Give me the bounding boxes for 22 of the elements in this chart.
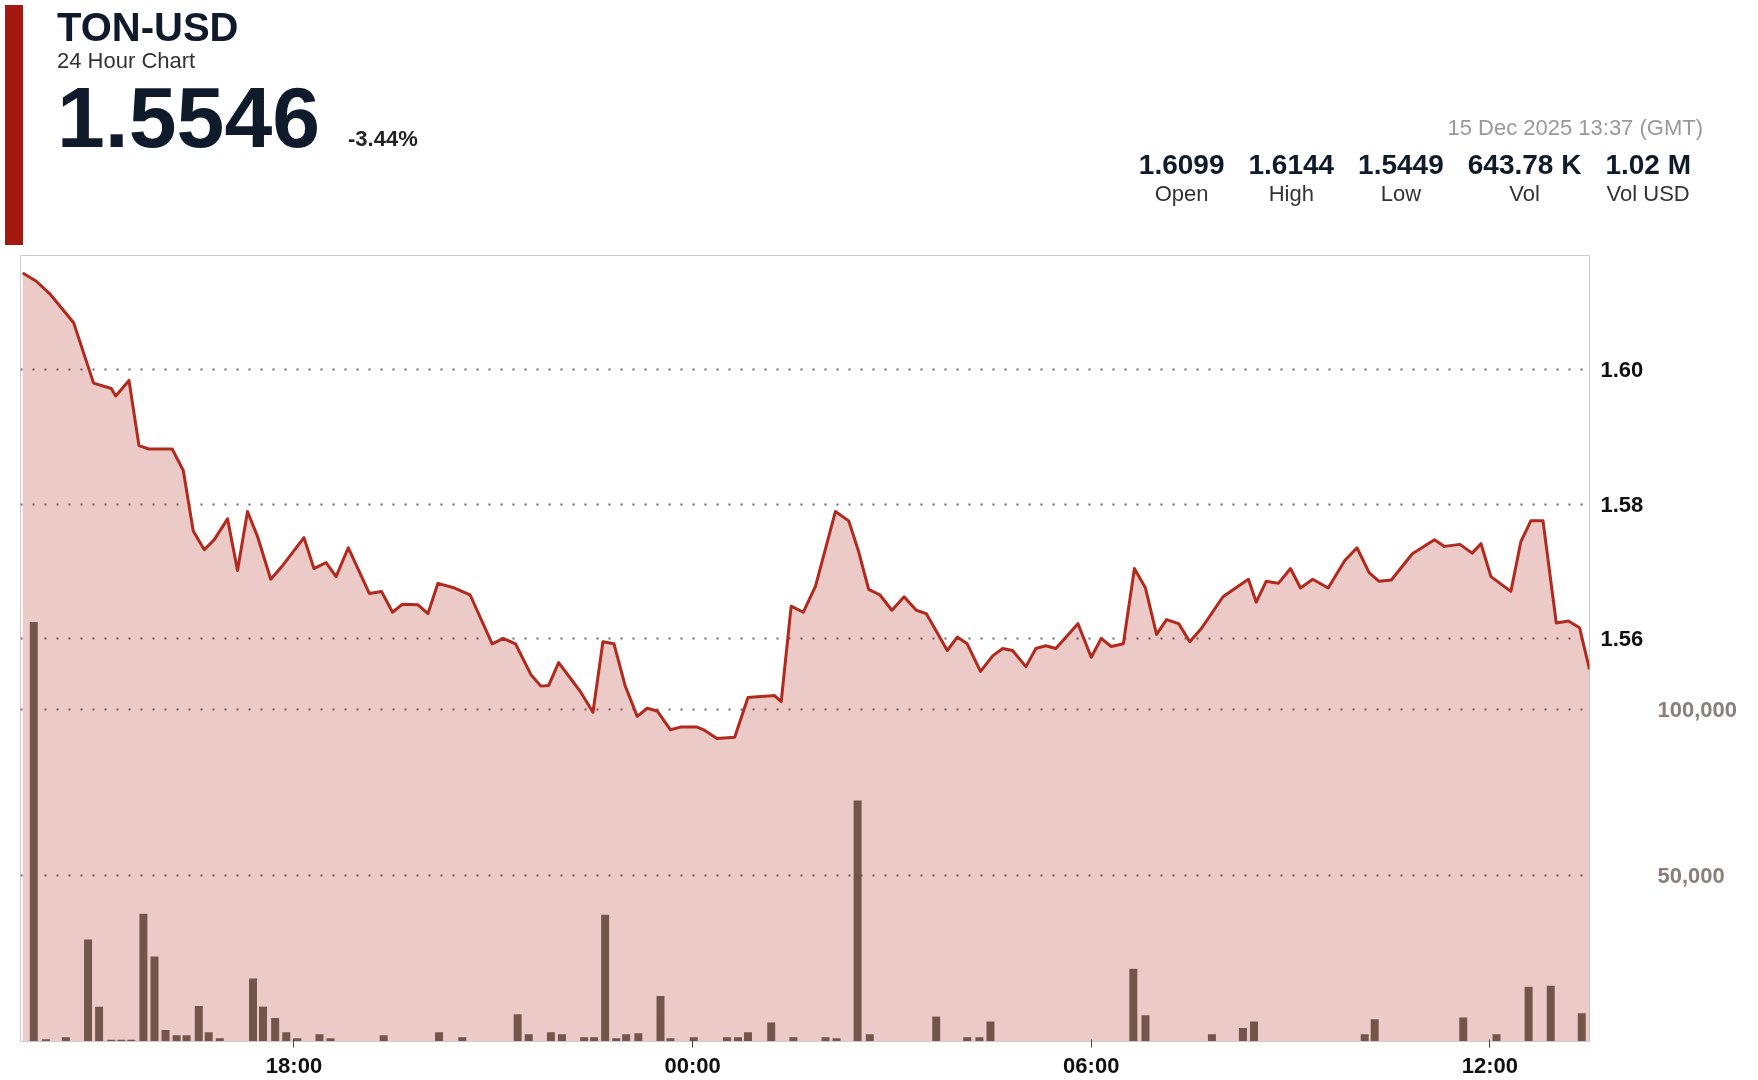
x-tick-label: 06:00 [1063, 1052, 1120, 1078]
text: High [1267, 181, 1315, 207]
y2-tick-label: 50,000 [1657, 863, 1725, 889]
y-tick-label: 1.58 [1600, 491, 1644, 517]
text: Vol [1508, 181, 1541, 207]
text: 1.02 M [1605, 149, 1691, 181]
x-tick-label: 12:00 [1461, 1052, 1518, 1078]
text: 1.5449 [1358, 149, 1444, 181]
x-tick-label: 18:00 [265, 1052, 323, 1078]
x-tick-label: 00:00 [664, 1052, 721, 1078]
y-tick-label: 1.60 [1600, 357, 1644, 383]
y2-tick-label: 100,000 [1657, 697, 1738, 723]
y-tick-label: 1.56 [1600, 625, 1644, 651]
text: -3.44% [348, 126, 418, 152]
text: 643.78 K [1467, 149, 1582, 181]
text: 1.6099 [1138, 149, 1225, 181]
chart-title: TON-USD [57, 5, 240, 50]
text: Low [1379, 181, 1423, 207]
text: 1.6144 [1248, 149, 1335, 181]
text: 15 Dec 2025 13:37 (GMT) [1446, 115, 1703, 141]
text: Vol USD [1605, 181, 1691, 207]
text: Open [1153, 181, 1210, 207]
